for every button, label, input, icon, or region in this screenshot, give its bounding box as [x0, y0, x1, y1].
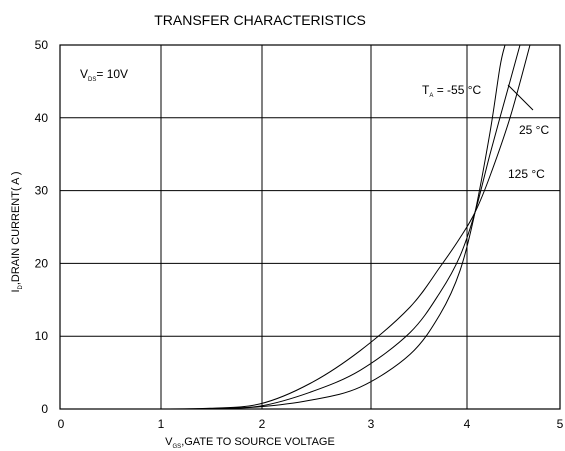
y-tick-label-20: 20	[35, 256, 49, 270]
series-label-minus55-sub: A	[429, 93, 433, 99]
x-tick-label-0: 0	[58, 417, 65, 431]
y-tick-label-10: 10	[35, 329, 49, 343]
series-label-25: 25 °C	[519, 123, 549, 137]
y-axis-label-rest: ,DRAIN CURRENT( A )	[10, 171, 22, 285]
x-axis-label-sub: GS	[173, 444, 182, 450]
series-label-minus55-rest: = -55 °C	[433, 83, 481, 97]
x-tick-label-2: 2	[259, 417, 266, 431]
y-tick-label-0: 0	[41, 402, 48, 416]
y-axis-label: ID,DRAIN CURRENT( A )	[10, 171, 24, 292]
series-label-minus55: TA = -55 °C	[422, 83, 482, 99]
condition-annotation: VDS= 10V	[80, 67, 128, 83]
x-tick-label-4: 4	[464, 417, 471, 431]
grid	[60, 45, 560, 409]
x-tick-label-3: 3	[368, 417, 375, 431]
condition-sub: DS	[88, 77, 96, 83]
condition-rest: = 10V	[96, 67, 128, 81]
series-label-minus55-main: T	[422, 83, 430, 97]
series-label-125: 125 °C	[508, 167, 545, 181]
series-line-125c	[159, 44, 531, 410]
x-tick-label-1: 1	[158, 417, 165, 431]
x-axis-label: VGS,GATE TO SOURCE VOLTAGE	[165, 436, 335, 450]
y-tick-label-50: 50	[35, 38, 49, 52]
y-axis-label-main: I	[10, 289, 22, 292]
x-axis-label-rest: ,GATE TO SOURCE VOLTAGE	[181, 436, 335, 448]
series-label-leader	[507, 84, 534, 111]
chart-title: TRANSFER CHARACTERISTICS	[154, 12, 366, 28]
series-line-25c	[159, 44, 521, 410]
y-axis-label-sub: D	[18, 284, 24, 289]
plot-frame	[59, 44, 561, 410]
series-line-minus55c	[159, 44, 506, 410]
x-tick-label-5: 5	[557, 417, 564, 431]
condition-main: V	[80, 67, 88, 81]
y-tick-label-40: 40	[35, 111, 49, 125]
y-tick-label-30: 30	[35, 184, 49, 198]
x-axis-label-main: V	[165, 436, 173, 448]
curves	[159, 44, 531, 410]
